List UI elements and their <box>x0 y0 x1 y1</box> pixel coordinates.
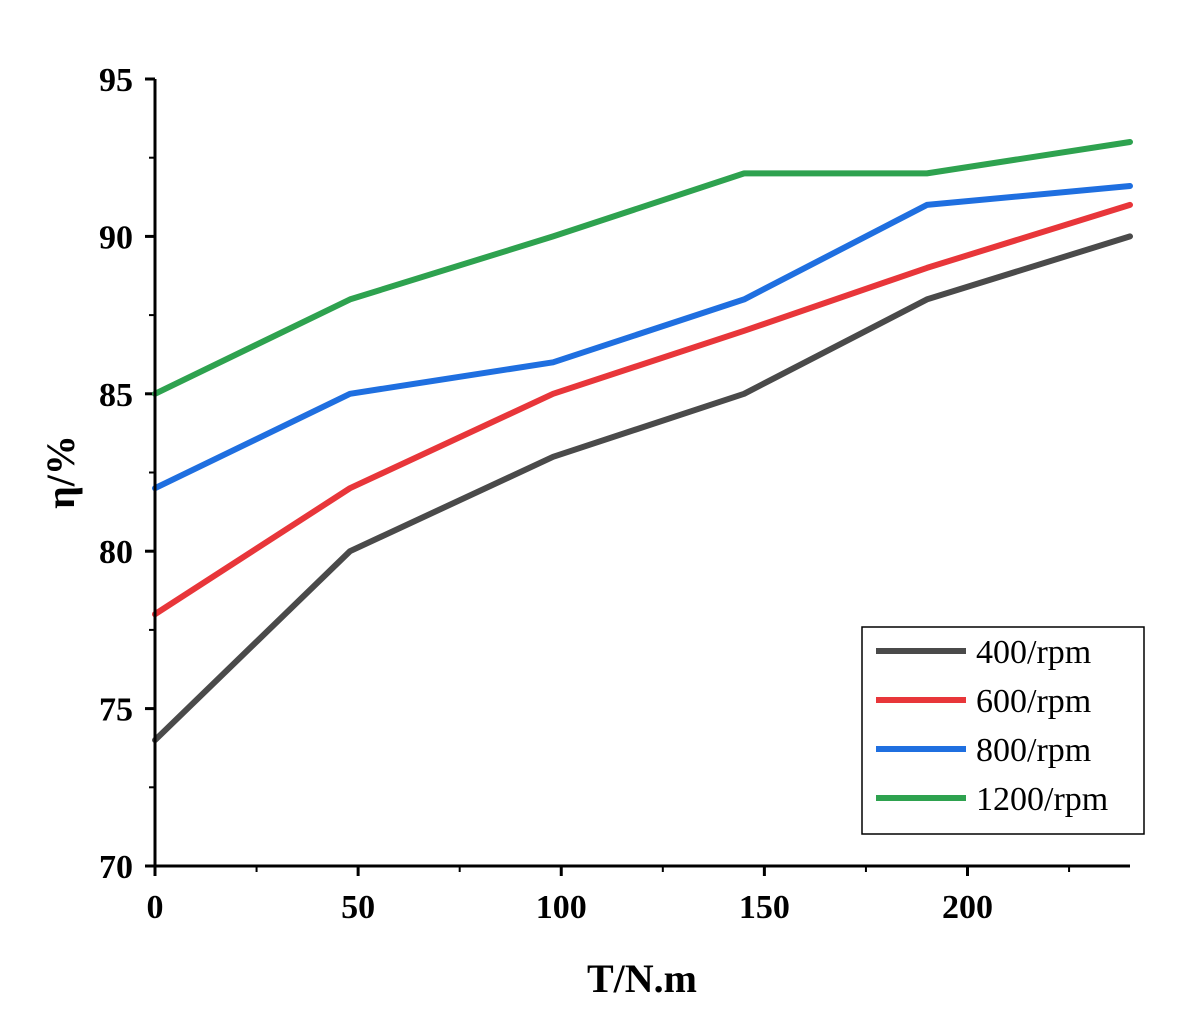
y-tick-label: 85 <box>99 377 133 414</box>
legend-label: 1200/rpm <box>976 781 1108 818</box>
x-tick-label: 150 <box>739 889 790 926</box>
series-line-600-rpm <box>152 201 1133 618</box>
y-tick-label: 90 <box>99 219 133 256</box>
x-axis-title: T/N.m <box>587 956 697 1001</box>
series-line-1200-rpm <box>152 139 1133 397</box>
major-ticks <box>145 77 969 876</box>
y-axis-title: η/% <box>38 435 83 509</box>
tick-labels: 70 75 80 85 90 95 0 50 100 150 200 <box>99 62 993 926</box>
x-tick-label: 100 <box>536 889 587 926</box>
x-tick-label: 0 <box>147 889 164 926</box>
legend-label: 800/rpm <box>976 732 1091 769</box>
series-line-800-rpm <box>152 183 1133 492</box>
legend-label: 600/rpm <box>976 683 1091 720</box>
y-tick-label: 70 <box>99 849 133 886</box>
series-group <box>152 139 1133 744</box>
x-tick-label: 50 <box>341 889 375 926</box>
legend-label: 400/rpm <box>976 634 1091 671</box>
x-tick-label: 200 <box>942 889 993 926</box>
series-line-400-rpm <box>152 233 1133 744</box>
y-tick-label: 80 <box>99 534 133 571</box>
legend: 400/rpm 600/rpm 800/rpm 1200/rpm <box>861 626 1145 835</box>
y-tick-label: 95 <box>99 62 133 99</box>
y-tick-label: 75 <box>99 692 133 729</box>
legend-box <box>861 626 1145 835</box>
